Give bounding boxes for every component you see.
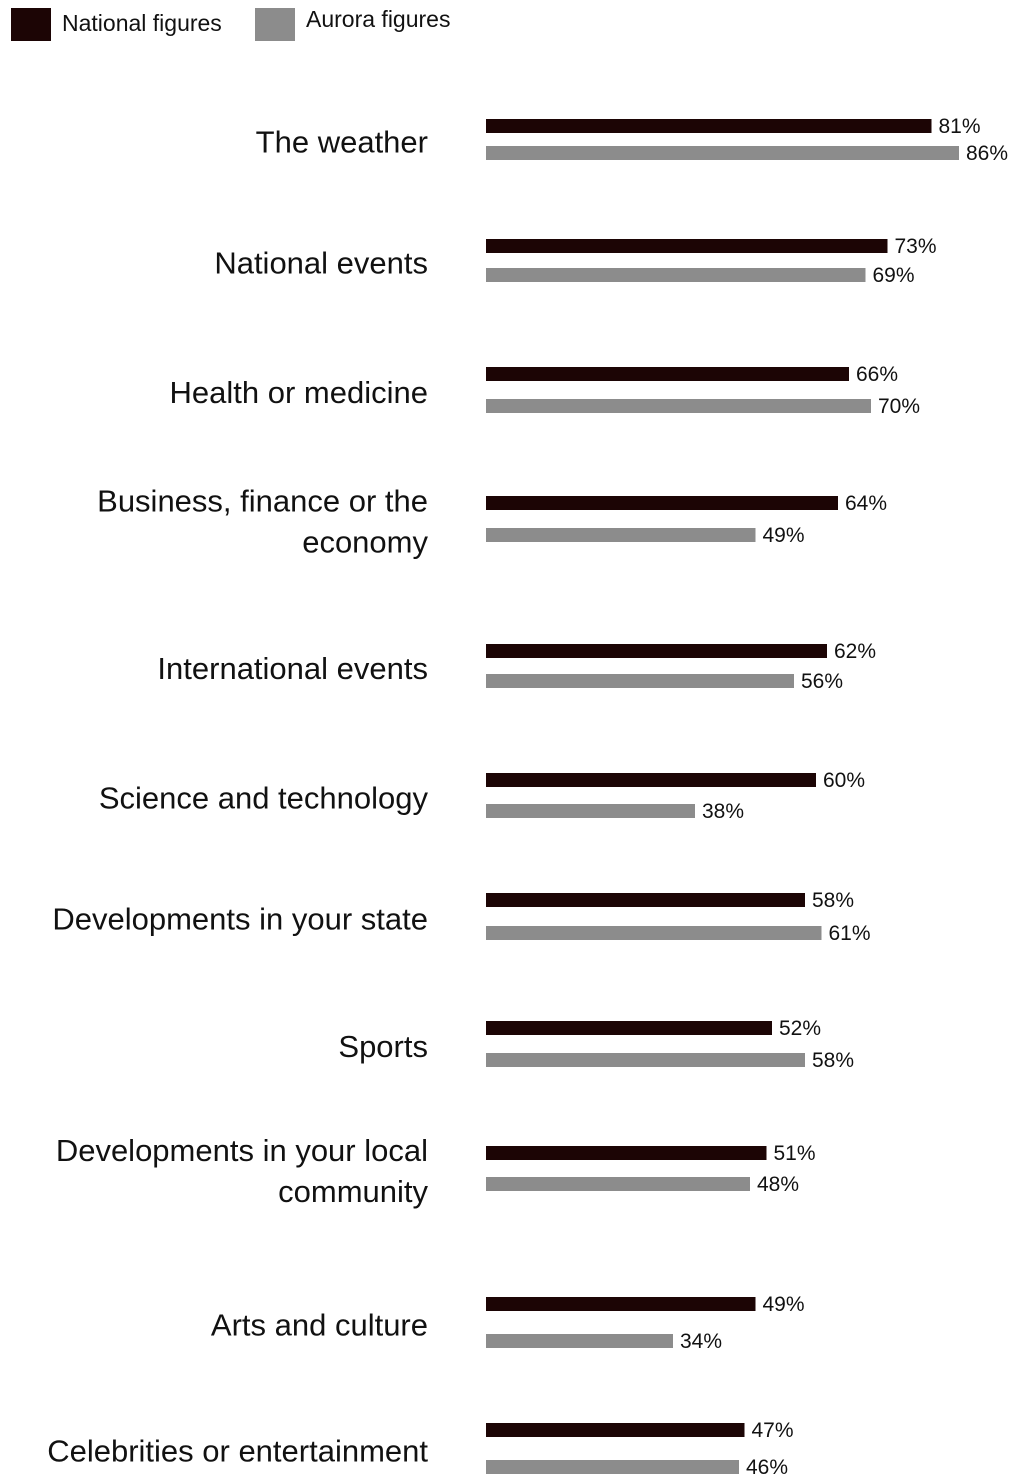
aurora-value-label-11: 46% — [746, 1456, 788, 1477]
aurora-value-label-8: 58% — [812, 1049, 854, 1072]
category-label-8: Sports — [338, 1029, 428, 1064]
category-label-6: Science and technology — [99, 781, 429, 816]
category-label-10: Arts and culture — [211, 1308, 428, 1343]
national-bar-10 — [486, 1297, 756, 1311]
national-bar-8 — [486, 1021, 772, 1035]
aurora-value-label-2: 69% — [873, 264, 915, 287]
legend-swatch-aurora — [255, 8, 295, 41]
national-value-label-1: 81% — [939, 115, 981, 138]
aurora-bar-10 — [486, 1334, 673, 1348]
aurora-value-label-10: 34% — [680, 1330, 722, 1353]
national-value-label-3: 66% — [856, 363, 898, 386]
national-value-label-10: 49% — [763, 1293, 805, 1316]
legend-swatch-national — [11, 8, 51, 41]
plot-area: The weather 81% 86% National events 73% 69% He… — [47, 115, 1008, 1477]
national-bar-3 — [486, 367, 849, 381]
aurora-value-label-3: 70% — [878, 395, 920, 418]
aurora-bar-1 — [486, 146, 959, 160]
legend-label-national: National figures — [62, 10, 222, 36]
national-value-label-8: 52% — [779, 1017, 821, 1040]
aurora-bar-3 — [486, 399, 871, 413]
category-label-4: Business, finance or the economy — [97, 484, 428, 560]
national-bar-9 — [486, 1146, 767, 1160]
national-bar-11 — [486, 1423, 745, 1437]
category-label-9: Developments in your local community — [56, 1133, 429, 1209]
aurora-bar-6 — [486, 804, 695, 818]
national-value-label-5: 62% — [834, 640, 876, 663]
national-bar-2 — [486, 239, 888, 253]
category-label-7: Developments in your state — [52, 902, 428, 937]
national-value-label-6: 60% — [823, 769, 865, 792]
aurora-bar-11 — [486, 1460, 739, 1474]
category-label-3: Health or medicine — [170, 375, 428, 410]
aurora-bar-7 — [486, 926, 822, 940]
national-value-label-9: 51% — [774, 1142, 816, 1165]
national-bar-5 — [486, 644, 827, 658]
national-bar-4 — [486, 496, 838, 510]
national-bar-7 — [486, 893, 805, 907]
category-label-11: Celebrities or entertainment — [47, 1434, 428, 1469]
national-value-label-11: 47% — [752, 1419, 794, 1442]
aurora-value-label-5: 56% — [801, 670, 843, 693]
national-value-label-2: 73% — [895, 235, 937, 258]
aurora-bar-4 — [486, 528, 756, 542]
aurora-value-label-7: 61% — [829, 922, 871, 945]
national-value-label-4: 64% — [845, 492, 887, 515]
category-label-2: National events — [214, 246, 428, 281]
national-value-label-7: 58% — [812, 889, 854, 912]
aurora-bar-2 — [486, 268, 866, 282]
aurora-value-label-4: 49% — [763, 524, 805, 547]
national-bar-1 — [486, 119, 932, 133]
aurora-value-label-9: 48% — [757, 1173, 799, 1196]
legend-label-aurora: Aurora figures — [306, 6, 450, 32]
category-label-5: International events — [157, 651, 428, 686]
aurora-bar-5 — [486, 674, 794, 688]
aurora-value-label-1: 86% — [966, 142, 1008, 165]
aurora-value-label-6: 38% — [702, 800, 744, 823]
aurora-bar-8 — [486, 1053, 805, 1067]
national-bar-6 — [486, 773, 816, 787]
category-label-1: The weather — [256, 125, 428, 160]
legend: National figures Aurora figures — [11, 6, 450, 41]
aurora-bar-9 — [486, 1177, 750, 1191]
